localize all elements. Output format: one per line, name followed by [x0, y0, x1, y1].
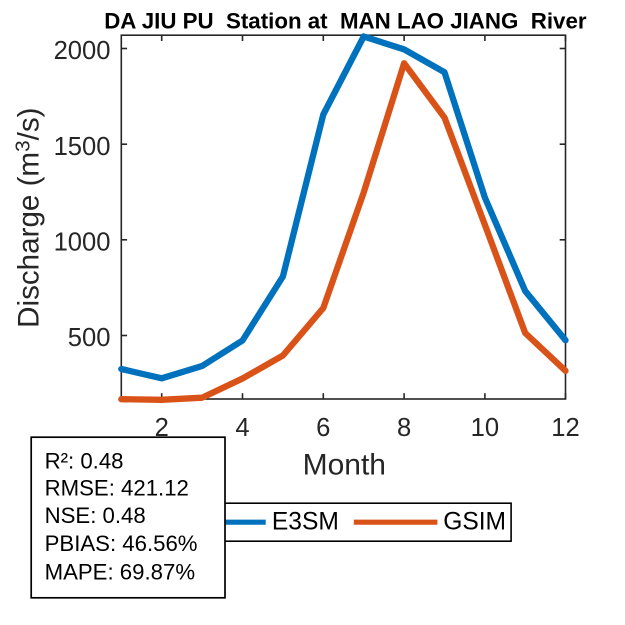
svg-text:4: 4	[235, 414, 249, 442]
svg-text:E3SM: E3SM	[272, 509, 339, 536]
svg-text:12: 12	[551, 414, 579, 442]
svg-text:500: 500	[68, 324, 111, 352]
svg-text:1000: 1000	[54, 229, 111, 257]
svg-text:1500: 1500	[54, 133, 111, 161]
svg-text:GSIM: GSIM	[443, 509, 506, 536]
svg-text:Month: Month	[303, 449, 386, 482]
svg-text:MAPE: 69.87%: MAPE: 69.87%	[45, 560, 195, 585]
svg-text:NSE: 0.48: NSE: 0.48	[45, 503, 146, 528]
svg-text:2000: 2000	[54, 37, 111, 65]
svg-text:DA JIU PU Station at MAN LAO: DA JIU PU Station at MAN LAO JIANG River	[104, 9, 587, 34]
svg-text:10: 10	[471, 414, 499, 442]
svg-text:6: 6	[316, 414, 330, 442]
svg-text:R²: 0.48: R²: 0.48	[45, 449, 124, 474]
svg-text:Discharge (m3/s): Discharge (m3/s)	[11, 108, 45, 328]
svg-text:2: 2	[155, 414, 169, 442]
svg-text:8: 8	[397, 414, 411, 442]
svg-text:PBIAS: 46.56%: PBIAS: 46.56%	[45, 531, 198, 556]
svg-text:RMSE: 421.12: RMSE: 421.12	[45, 476, 189, 501]
